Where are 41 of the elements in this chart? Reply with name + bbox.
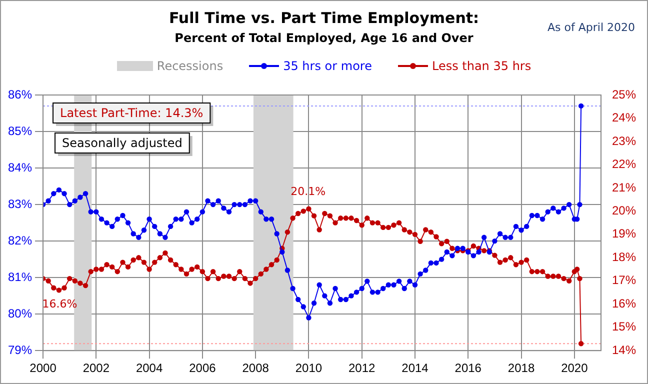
x-tick-label: 2012 bbox=[348, 361, 376, 376]
x-tick-label: 2014 bbox=[402, 361, 429, 376]
x-tick-label: 2018 bbox=[508, 361, 535, 376]
x-tick-label: 2002 bbox=[82, 361, 110, 376]
annotation: 16.6% bbox=[42, 297, 78, 310]
y-tick-label: 86% bbox=[8, 87, 32, 102]
y-tick-label: 81% bbox=[8, 270, 32, 284]
y-tick-label: 83% bbox=[8, 196, 32, 211]
y2-tick-label: 24% bbox=[612, 110, 636, 125]
y-tick-label: 79% bbox=[8, 342, 32, 357]
y2-tick-label: 14% bbox=[612, 342, 636, 357]
y2-tick-label: 23% bbox=[612, 134, 636, 148]
y2-tick-label: 19% bbox=[612, 226, 636, 241]
y-tick-label: 82% bbox=[8, 233, 32, 248]
y-tick-label: 84% bbox=[8, 160, 32, 174]
legend-label: Recessions bbox=[156, 59, 224, 73]
y-tick-label: 85% bbox=[8, 124, 32, 138]
y2-tick-label: 21% bbox=[612, 180, 636, 194]
x-tick-label: 2000 bbox=[30, 361, 57, 376]
x-tick-label: 2020 bbox=[561, 361, 588, 376]
y2-tick-label: 15% bbox=[612, 320, 636, 334]
x-tick-label: 2004 bbox=[136, 361, 163, 376]
y2-tick-label: 25% bbox=[612, 87, 636, 102]
y-tick-label: 80% bbox=[8, 306, 32, 320]
text: As of April 2020 bbox=[548, 21, 635, 34]
chart-title: Full Time vs. Part Time Employment: bbox=[168, 9, 480, 27]
annotation: Seasonally adjusted bbox=[62, 136, 182, 150]
y2-tick-label: 17% bbox=[612, 273, 636, 288]
legend-label: 35 hrs or more bbox=[283, 59, 372, 73]
x-tick-label: 2010 bbox=[295, 361, 322, 376]
y2-tick-label: 22% bbox=[612, 157, 636, 172]
annotation: Latest Part-Time: 14.3% bbox=[60, 106, 204, 120]
x-tick-label: 2006 bbox=[189, 361, 216, 376]
y2-tick-label: 16% bbox=[612, 296, 636, 310]
annotation: 20.1% bbox=[290, 184, 326, 198]
x-tick-label: 2016 bbox=[454, 361, 482, 376]
legend-label: Less than 35 hrs bbox=[432, 59, 532, 73]
y2-tick-label: 20% bbox=[612, 203, 636, 218]
chart-subtitle: Percent of Total Employed, Age 16 and Over bbox=[174, 31, 474, 45]
y2-tick-label: 18% bbox=[612, 250, 636, 264]
x-tick-label: 2008 bbox=[242, 361, 270, 376]
